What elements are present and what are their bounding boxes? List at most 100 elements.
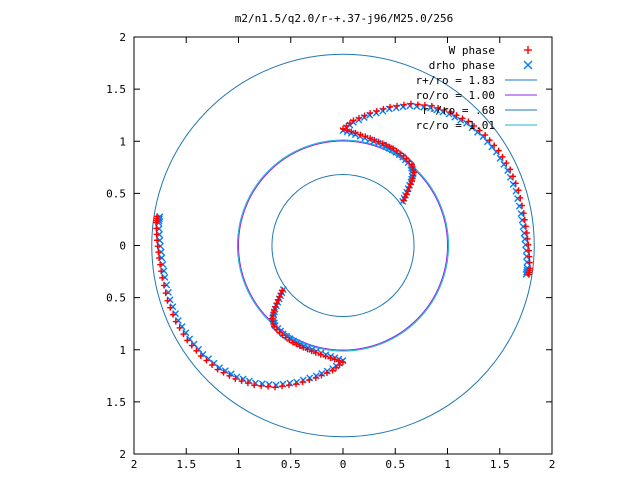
- w-phase-point: [348, 128, 355, 135]
- w-phase-point: [406, 184, 413, 191]
- x-tick-label: 1.5: [176, 458, 196, 471]
- x-tick-label: 1: [444, 458, 451, 471]
- w-phase-point: [272, 384, 279, 391]
- w-phase-point: [159, 274, 166, 281]
- legend-label: ro/ro = 1.00: [416, 89, 495, 102]
- radius-circle: [238, 140, 448, 351]
- w-phase-point: [160, 282, 167, 289]
- w-phase-point: [318, 372, 325, 379]
- w-phase-point: [276, 293, 283, 300]
- w-phase-point: [162, 290, 169, 297]
- w-phase-point: [383, 142, 390, 149]
- w-phase-point: [226, 372, 233, 379]
- w-phase-point: [327, 355, 334, 362]
- w-phase-point: [188, 342, 195, 349]
- w-phase-point: [517, 194, 524, 201]
- w-phase-point: [428, 102, 435, 109]
- legend: W phase drho phase r+/ro = 1.83 ro/ro = 1.0…: [416, 44, 537, 132]
- chart-title: m2/n1.5/q2.0/r-+.37-j96/M25.0/256: [235, 12, 454, 25]
- w-phase-point: [340, 359, 346, 366]
- y-tick-label: 0.5: [106, 187, 126, 200]
- w-phase-point: [156, 255, 163, 262]
- w-phase-point: [306, 376, 313, 383]
- w-phase-point: [375, 138, 382, 145]
- markers-group: [152, 100, 534, 391]
- w-phase-point: [304, 346, 311, 353]
- w-phase-point: [521, 216, 528, 223]
- w-phase-point: [308, 348, 315, 355]
- w-phase-point: [524, 235, 531, 242]
- w-phase-point: [251, 382, 258, 389]
- w-phase-point: [271, 323, 278, 330]
- w-phase-point: [441, 106, 448, 113]
- w-phase-point: [373, 108, 380, 115]
- w-phase-point: [367, 110, 374, 117]
- w-phase-point: [176, 324, 183, 331]
- w-phase-point: [158, 268, 165, 275]
- w-phase-point: [499, 153, 506, 160]
- w-phase-point: [526, 271, 533, 278]
- w-phase-point: [361, 112, 368, 119]
- w-phase-point: [331, 356, 338, 363]
- w-phase-point: [293, 341, 300, 348]
- w-phase-point: [155, 249, 162, 256]
- w-phase-point: [203, 357, 210, 364]
- w-phase-point: [322, 353, 329, 360]
- w-phase-point: [343, 122, 350, 129]
- w-phase-point: [300, 344, 307, 351]
- w-phase-point: [523, 229, 530, 236]
- w-phase-point: [276, 329, 283, 336]
- w-phase-point: [238, 378, 245, 385]
- w-phase-point: [275, 296, 282, 303]
- w-phase-point: [525, 241, 532, 248]
- w-phase-point: [153, 213, 160, 220]
- w-phase-point: [520, 210, 527, 217]
- w-phase-point: [414, 101, 421, 108]
- y-tick-label: 0.5: [106, 292, 126, 305]
- w-phase-point: [379, 140, 386, 147]
- w-phase-point: [279, 332, 286, 339]
- w-phase-point: [167, 304, 174, 311]
- x-tick-label: 1: [235, 458, 242, 471]
- x-tick-label: 0.5: [281, 458, 301, 471]
- w-phase-point: [407, 100, 414, 107]
- w-phase-point: [362, 133, 369, 140]
- w-phase-point: [390, 145, 397, 152]
- w-phase-point: [387, 103, 394, 110]
- w-phase-point: [380, 105, 387, 112]
- w-phase-point: [435, 104, 442, 111]
- x-tick-label: 2: [549, 458, 556, 471]
- w-phase-point: [503, 160, 510, 167]
- w-phase-point: [157, 261, 164, 268]
- w-phase-point: [512, 180, 519, 187]
- w-phase-point: [184, 337, 191, 344]
- w-phase-point: [393, 147, 400, 154]
- legend-label: r+/ro = 1.83: [416, 74, 495, 87]
- w-phase-point: [404, 188, 411, 195]
- w-phase-point: [515, 187, 522, 194]
- w-phase-point: [279, 383, 286, 390]
- w-phase-point: [279, 287, 286, 294]
- w-phase-point: [193, 347, 200, 354]
- w-phase-point: [408, 161, 415, 168]
- legend-swatch: [523, 60, 533, 70]
- legend-label: r-/ro = .68: [422, 104, 495, 117]
- w-phase-point: [519, 202, 526, 209]
- w-phase-point: [329, 367, 336, 374]
- w-phase-point: [526, 259, 533, 266]
- w-phase-point: [397, 150, 404, 157]
- w-phase-point: [209, 362, 216, 369]
- legend-label: W phase: [449, 44, 495, 57]
- w-phase-point: [386, 143, 393, 150]
- w-phase-point: [526, 253, 533, 260]
- legend-label: drho phase: [429, 59, 495, 72]
- w-phase-point: [507, 166, 514, 173]
- w-phase-point: [153, 225, 160, 232]
- w-phase-point: [336, 362, 343, 369]
- w-phase-point: [453, 112, 460, 119]
- w-phase-point: [459, 115, 466, 122]
- y-tick-label: 1.5: [106, 396, 126, 409]
- w-phase-point: [340, 125, 346, 132]
- w-phase-point: [296, 342, 303, 349]
- w-phase-point: [403, 155, 410, 162]
